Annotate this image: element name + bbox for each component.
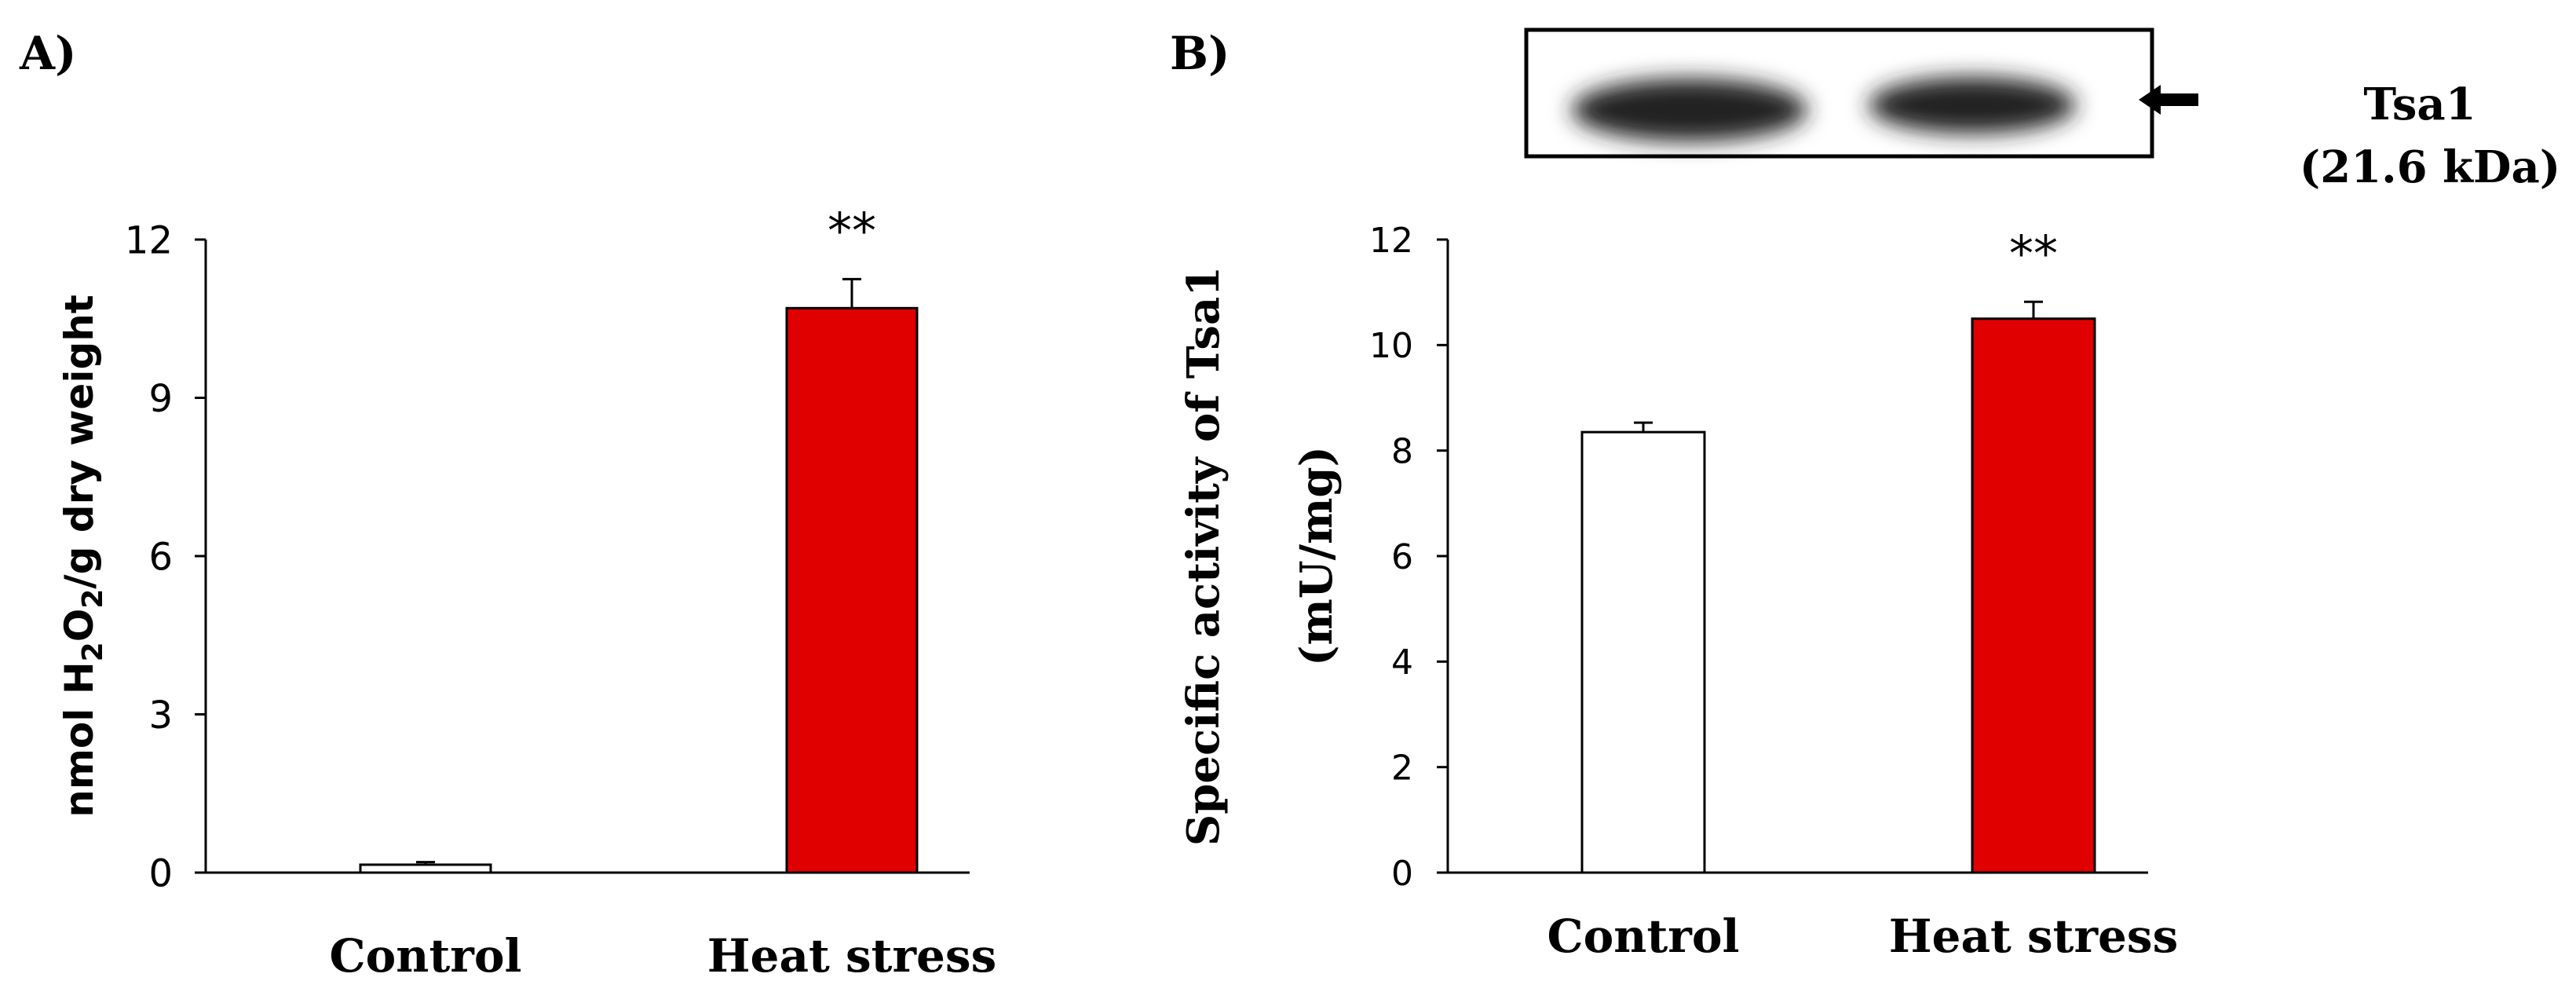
y-tick-label: 10: [1369, 326, 1413, 366]
panel-a-y-ticks: 0 3 6 9 12: [125, 218, 206, 895]
blot-protein-label: Tsa1: [2363, 79, 2476, 130]
significance-stars: **: [828, 202, 876, 259]
bar-heat-stress: [785, 306, 919, 874]
ylabel-part: /g dry weight: [57, 295, 102, 588]
y-tick-label: 6: [1391, 537, 1413, 577]
panel-a-y-label: nmol H2O2/g dry weight: [57, 295, 109, 818]
y-tick-label: 2: [1391, 749, 1413, 789]
blot-band-control: [1572, 79, 1807, 141]
blot-size-label: (21.6 kDa): [2300, 141, 2561, 193]
panel-b-y-label-line1: Specific activity of Tsa1: [1178, 266, 1230, 846]
panel-b-y-label-line2: (mU/mg): [1291, 446, 1343, 666]
panel-a-category-heat-stress: Heat stress: [707, 929, 996, 983]
left-arrow-icon: [2139, 85, 2198, 115]
y-tick-label: 6: [148, 535, 173, 579]
y-tick-label: 0: [1391, 854, 1413, 894]
ylabel-part: nmol H: [57, 661, 102, 817]
ylabel-part: O: [57, 609, 102, 642]
blot-band-heat-stress: [1869, 77, 2076, 134]
bar-control: [1580, 430, 1706, 874]
bar-heat-stress: [1971, 317, 2096, 874]
western-blot: [1524, 27, 2154, 159]
panel-a-category-control: Control: [329, 929, 521, 983]
y-tick-label: 8: [1391, 432, 1413, 472]
y-tick-label: 9: [148, 377, 173, 421]
significance-stars: **: [2009, 225, 2058, 282]
panel-b-category-control: Control: [1547, 910, 1739, 963]
y-tick-label: 12: [1369, 221, 1413, 261]
y-tick-label: 4: [1391, 642, 1413, 683]
panel-b-y-ticks: 0 2 4 6 8 10 12: [1369, 221, 1448, 894]
panel-b-label: B): [1170, 27, 1230, 80]
y-tick-label: 0: [148, 851, 173, 895]
ylabel-subscript: 2: [77, 589, 109, 609]
panel-b-category-heat-stress: Heat stress: [1889, 910, 2178, 963]
y-tick-label: 3: [148, 694, 173, 738]
ylabel-subscript: 2: [77, 642, 109, 661]
panel-b-bars: **: [1580, 225, 2096, 874]
panel-a-label: A): [19, 27, 76, 80]
bar-control: [359, 863, 492, 874]
panel-a-bars: **: [359, 202, 919, 874]
y-tick-label: 12: [125, 218, 173, 262]
panel-b: B) Tsa1 (21.6 kDa) 0 2 4 6 8 10 12 Specific ac…: [1170, 27, 2560, 963]
